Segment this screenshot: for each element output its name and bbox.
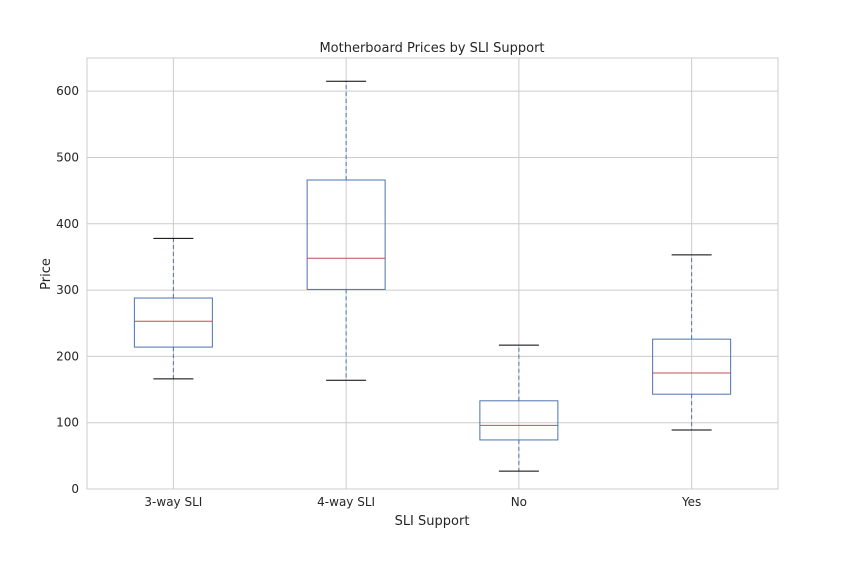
- x-tick-label: 3-way SLI: [144, 495, 202, 509]
- x-tick-label: No: [511, 495, 527, 509]
- y-axis-label: Price: [39, 258, 54, 290]
- y-tick-label: 300: [56, 283, 79, 297]
- iqr-box: [306, 179, 386, 290]
- x-tick-label: 4-way SLI: [317, 495, 375, 509]
- x-axis-label: SLI Support: [395, 514, 470, 529]
- boxes: [133, 80, 732, 472]
- x-tick-labels: 3-way SLI 4-way SLI No Yes: [144, 495, 701, 509]
- chart-title: Motherboard Prices by SLI Support: [319, 41, 544, 56]
- y-tick-label: 200: [56, 349, 79, 363]
- y-tick-label: 100: [56, 416, 79, 430]
- y-tick-label: 600: [56, 84, 79, 98]
- y-tick-label: 0: [71, 482, 79, 496]
- iqr-box: [652, 338, 732, 395]
- plot-frame: [86, 57, 779, 490]
- y-tick-label: 500: [56, 150, 79, 164]
- y-tick-labels: 0 100 200 300 400 500 600: [56, 84, 79, 496]
- iqr-box: [133, 297, 213, 348]
- x-tick-label: Yes: [681, 495, 701, 509]
- iqr-box: [479, 400, 559, 441]
- grid-lines: [87, 58, 778, 490]
- y-tick-label: 400: [56, 217, 79, 231]
